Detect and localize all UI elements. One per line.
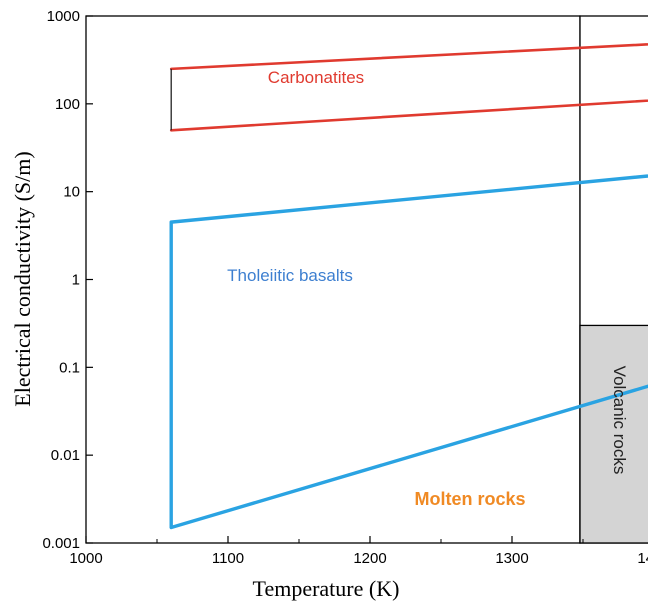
regions [169,43,648,530]
x-tick-label: 1100 [212,550,244,567]
y-tick-label: 10 [63,184,80,201]
x-tick-label: 1300 [495,550,528,567]
y-tick-label: 0.01 [51,447,80,464]
axis-ticks: 10001100120013001400150016000.0010.010.1… [42,8,648,567]
region-tholeiitic-basalts-upper-edge [169,174,648,224]
region-label-carbonatites: Carbonatites [268,68,364,87]
y-tick-label: 1000 [47,8,80,25]
region-label-tholeiitic-basalts: Tholeiitic basalts [227,266,353,285]
side-panel-label: Volcanic rocks [610,366,629,475]
x-axis-title: Temperature (K) [253,576,400,601]
x-tick-label: 1200 [353,550,386,567]
region-carbonatites-lower-edge [169,99,648,132]
x-tick-label: 1000 [69,550,102,567]
x-tick-label: 1400 [637,550,648,567]
region-carbonatites-upper-edge [169,43,648,71]
region-tholeiitic-basalts-lower-edge [169,384,648,530]
y-tick-label: 0.1 [59,359,80,376]
y-tick-label: 1 [72,272,80,289]
annotation-molten-rocks: Molten rocks [414,489,525,509]
y-tick-label: 100 [55,96,80,113]
side-panel-volcanic-fill [579,324,648,544]
y-tick-label: 0.001 [42,535,80,552]
y-axis-title: Electrical conductivity (S/m) [10,151,35,406]
